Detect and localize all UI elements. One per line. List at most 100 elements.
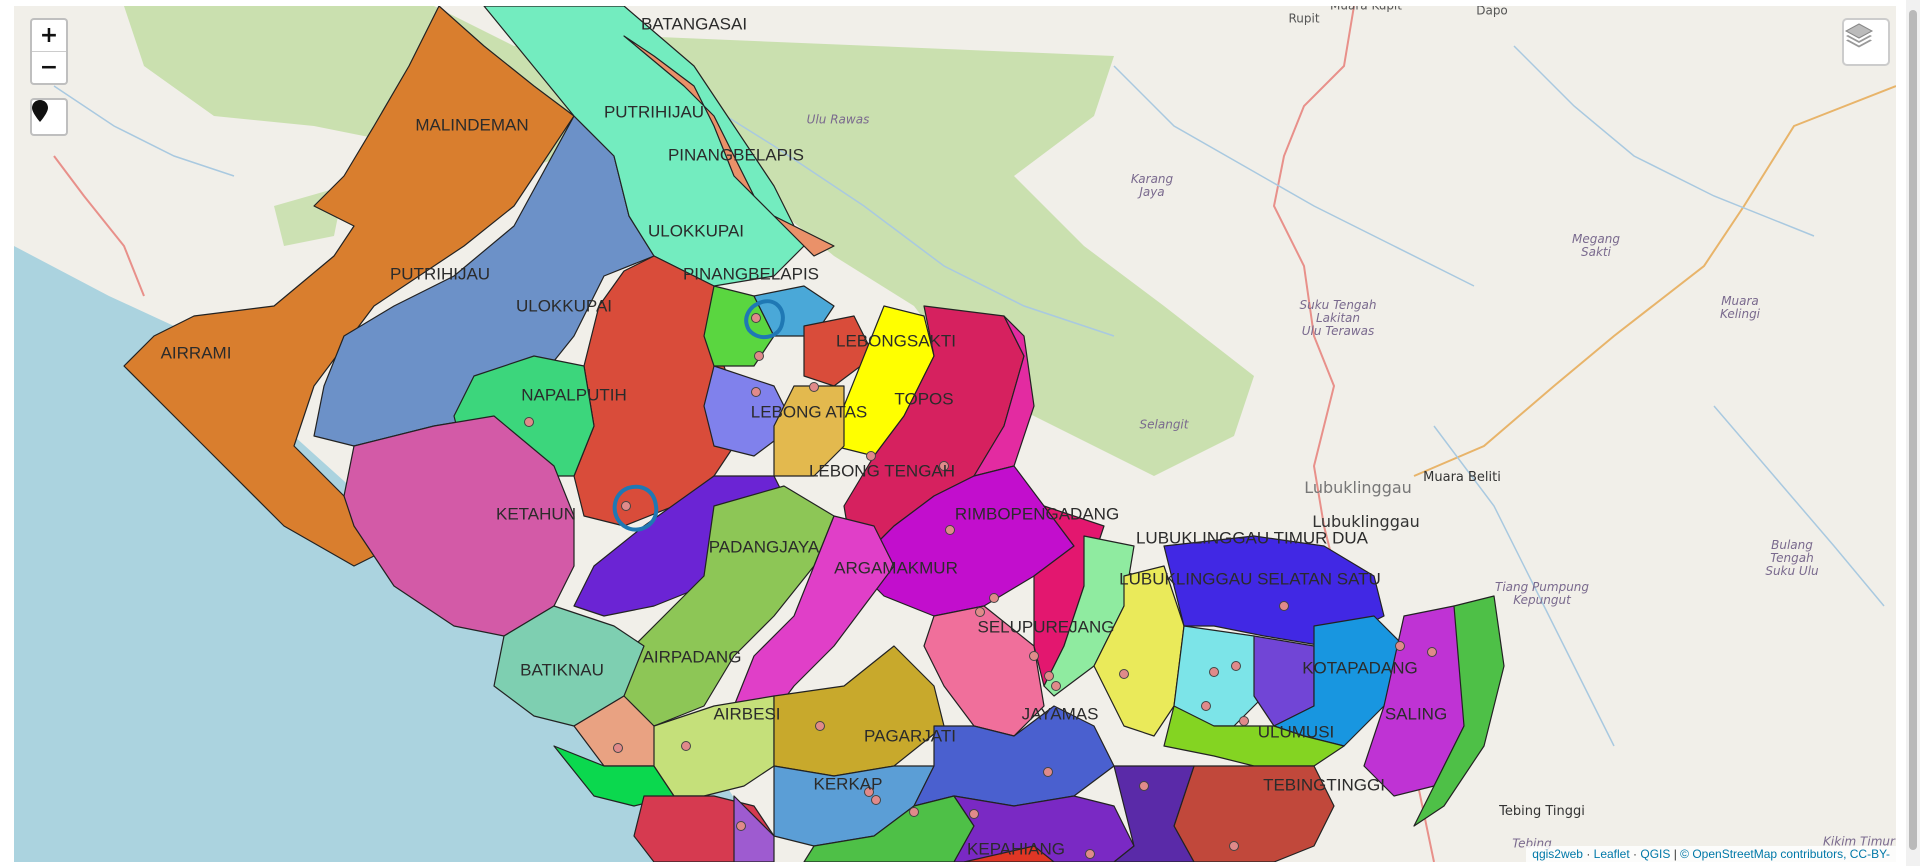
basemap-label: Muara Kupit: [1330, 6, 1402, 13]
polygon-kerkap-purple: [733, 795, 775, 862]
attribution-bar: qgis2web · Leaflet · QGIS | © OpenStreet…: [1526, 846, 1896, 862]
region-label: TEBINGTINGGI: [1263, 775, 1385, 795]
region-label: LEBONG TENGAH: [808, 461, 956, 481]
point-marker: [939, 461, 949, 471]
region-label: LUBUKLINGGAU SELATAN SATU: [1119, 569, 1381, 589]
basemap-label: Kikim Timur: [1823, 834, 1895, 849]
polygon-saling-green: [1413, 595, 1505, 827]
region-label: KETAHUN: [496, 504, 576, 524]
zoom-in-button[interactable]: +: [39, 23, 59, 48]
region-label: BATANGASAI: [640, 14, 748, 34]
point-marker: [1139, 781, 1149, 791]
point-marker: [864, 787, 874, 797]
basemap-label: Bulang Tengah Suku Ulu: [1765, 538, 1819, 579]
point-marker: [1029, 651, 1039, 661]
region-label: PINANGBELAPIS: [682, 264, 820, 284]
vertical-scrollbar[interactable]: [1906, 0, 1920, 866]
point-marker: [909, 807, 919, 817]
polygon-lebong-red: [803, 315, 875, 387]
point-marker: [975, 607, 985, 617]
point-marker: [1201, 701, 1211, 711]
basemap-label: Karang Jaya: [1130, 171, 1174, 199]
polygon-purple-deep: [1113, 765, 1195, 862]
region-label: KEPAHIANG: [967, 839, 1065, 859]
map-viewport[interactable]: Muara Kupit Rupit Dapo Ulu Rawas Karang …: [14, 6, 1896, 862]
polygon-selupurejang: [1093, 565, 1185, 737]
region-label: PUTRIHIJAU: [603, 102, 705, 122]
point-marker: [613, 743, 623, 753]
region-label: ULOKKUPAI: [515, 296, 613, 316]
osm-link[interactable]: © OpenStreetMap contributors, CC-BY-: [1680, 847, 1890, 861]
point-marker: [1043, 767, 1053, 777]
basemap-label: Muara Beliti: [1423, 469, 1501, 485]
point-marker: [1279, 601, 1289, 611]
region-label: AIRBESI: [713, 704, 781, 724]
locate-button[interactable]: [30, 98, 68, 136]
region-label: JAYAMAS: [1021, 704, 1099, 724]
basemap-label: Tebing Tinggi: [1499, 803, 1585, 819]
region-label: LEBONGSAKTI: [836, 331, 956, 351]
region-label: MALINDEMAN: [415, 115, 529, 135]
layers-control-button[interactable]: [1842, 18, 1890, 66]
point-marker: [871, 795, 881, 805]
polygon-batangasai-strip: [623, 35, 835, 257]
point-markers[interactable]: [524, 313, 1437, 859]
region-label: PAGARJATI: [864, 726, 956, 746]
basemap-label: Megang Sakti: [1572, 231, 1620, 259]
scrollbar-thumb[interactable]: [1909, 10, 1917, 850]
point-marker: [1229, 841, 1239, 851]
qgis2web-link[interactable]: qgis2web: [1532, 847, 1583, 861]
region-label: KERKAP: [813, 774, 883, 794]
basemap-label: Ulu Rawas: [806, 112, 870, 127]
region-label: BATIKNAU: [520, 660, 604, 680]
region-label: LEBONG ATAS: [750, 402, 868, 422]
point-marker: [815, 721, 825, 731]
region-label: LUBUKLINGGAU TIMUR DUA: [1135, 528, 1369, 548]
point-marker: [866, 451, 876, 461]
zoom-control: + −: [30, 18, 68, 85]
point-marker: [945, 525, 955, 535]
basemap-label: Dapo: [1476, 6, 1508, 18]
polygon-lebong-tengah: [773, 385, 845, 477]
polygon-jayamas: [913, 705, 1115, 807]
qgis-link[interactable]: QGIS: [1640, 847, 1671, 861]
basemap-label: Tiang Pumpung Kepungut: [1494, 579, 1590, 607]
district-polygons[interactable]: [123, 6, 1505, 862]
region-label: SELUPUREJANG: [977, 617, 1115, 637]
region-label: RIMBOPENGADANG: [954, 504, 1120, 524]
point-marker: [1119, 669, 1129, 679]
point-marker: [754, 351, 764, 361]
basemap-label: Suku Tengah Lakitan Ulu Terawas: [1299, 298, 1377, 339]
map-pin-icon: [32, 100, 48, 122]
region-label: PINANGBELAPIS: [667, 145, 805, 165]
point-marker: [751, 313, 761, 323]
region-label: KOTAPADANG: [1302, 658, 1418, 678]
road-line: [53, 155, 145, 297]
region-label: PADANGJAYA: [708, 537, 820, 557]
point-marker: [1239, 716, 1249, 726]
polygon-mint: [1043, 535, 1135, 697]
point-marker: [1209, 667, 1219, 677]
point-marker: [736, 821, 746, 831]
polygon-malindeman: [123, 6, 575, 567]
point-marker: [1044, 671, 1054, 681]
point-marker: [524, 417, 534, 427]
map-canvas[interactable]: [14, 6, 1896, 862]
polygon-kepahiang: [963, 845, 1055, 862]
basemap-label: Muara Kelingi: [1719, 293, 1761, 321]
road-line: [1413, 85, 1896, 477]
highlight-rings: [612, 299, 785, 532]
point-marker: [1085, 849, 1095, 859]
point-marker: [751, 387, 761, 397]
basemap-label: Lubuklinggau: [1304, 478, 1412, 498]
zoom-out-button[interactable]: −: [32, 51, 66, 83]
region-label: AIRPADANG: [642, 647, 742, 667]
region-label: NAPALPUTIH: [521, 385, 627, 405]
point-marker: [809, 382, 819, 392]
region-label: PUTRIHIJAU: [389, 264, 491, 284]
polygon-putrihijau: [483, 6, 805, 287]
basemap-label: Selangit: [1139, 417, 1189, 432]
point-marker: [1395, 641, 1405, 651]
polygon-lebong-atas: [703, 365, 795, 457]
leaflet-link[interactable]: Leaflet: [1593, 847, 1630, 861]
